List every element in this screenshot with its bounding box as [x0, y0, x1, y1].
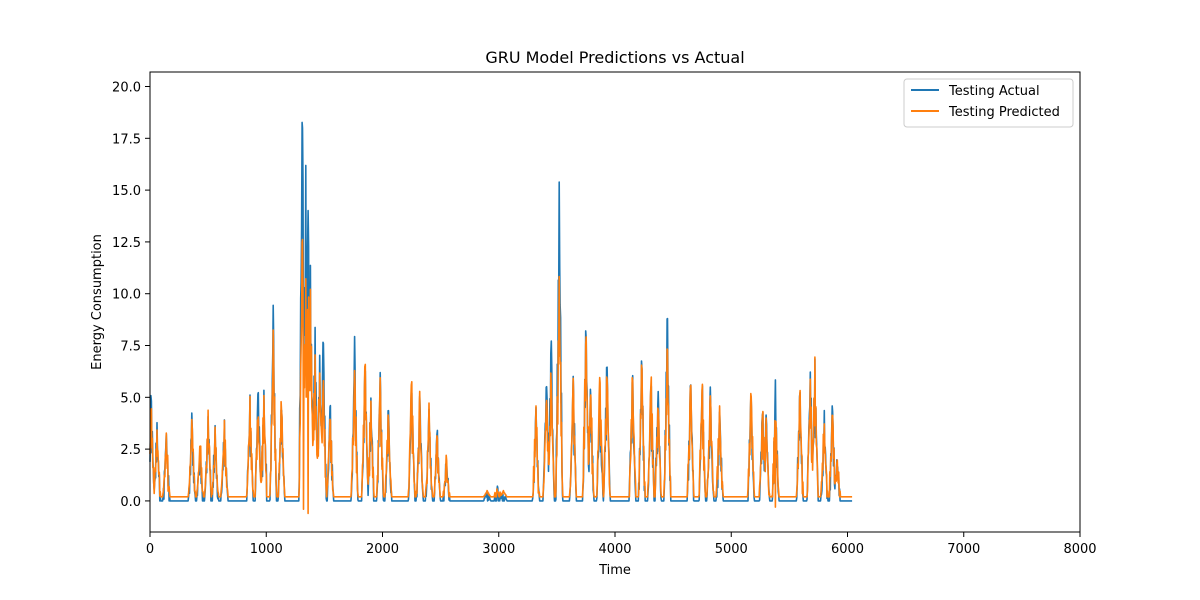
y-tick-label: 10.0: [112, 288, 141, 303]
x-axis-label: Time: [598, 563, 631, 578]
x-tick-label: 5000: [715, 542, 748, 557]
series-line-testing-actual: [149, 121, 853, 502]
y-tick-label: 20.0: [112, 81, 141, 96]
y-tick-label: 0.0: [120, 495, 141, 510]
x-tick-label: 0: [146, 542, 154, 557]
y-tick-label: 2.5: [120, 443, 141, 458]
legend-label-actual: Testing Actual: [948, 84, 1040, 99]
x-tick-label: 8000: [1063, 542, 1096, 557]
y-tick-label: 12.5: [112, 236, 141, 251]
x-tick-label: 1000: [250, 542, 283, 557]
y-axis-ticks: 0.0 2.5 5.0 7.5 10.0 12.5 15.0 17.5 20.0: [112, 81, 150, 510]
y-tick-label: 17.5: [112, 132, 141, 147]
x-tick-label: 2000: [366, 542, 399, 557]
x-tick-label: 4000: [598, 542, 631, 557]
series-layer: [149, 121, 853, 515]
legend-box: [903, 78, 1074, 128]
series-line-testing-predicted: [149, 238, 853, 515]
x-tick-label: 7000: [947, 542, 980, 557]
y-tick-label: 7.5: [120, 340, 141, 355]
x-tick-label: 6000: [831, 542, 864, 557]
y-tick-label: 5.0: [120, 391, 141, 406]
x-axis-ticks: 0 1000 2000 3000 4000 5000 6000 7000 8000: [146, 532, 1097, 557]
y-axis-label: Energy Consumption: [90, 234, 105, 370]
chart-title: GRU Model Predictions vs Actual: [485, 48, 744, 67]
x-tick-label: 3000: [482, 542, 515, 557]
legend-label-predicted: Testing Predicted: [948, 105, 1060, 120]
legend: Testing Actual Testing Predicted: [903, 78, 1074, 128]
y-tick-label: 15.0: [112, 184, 141, 199]
